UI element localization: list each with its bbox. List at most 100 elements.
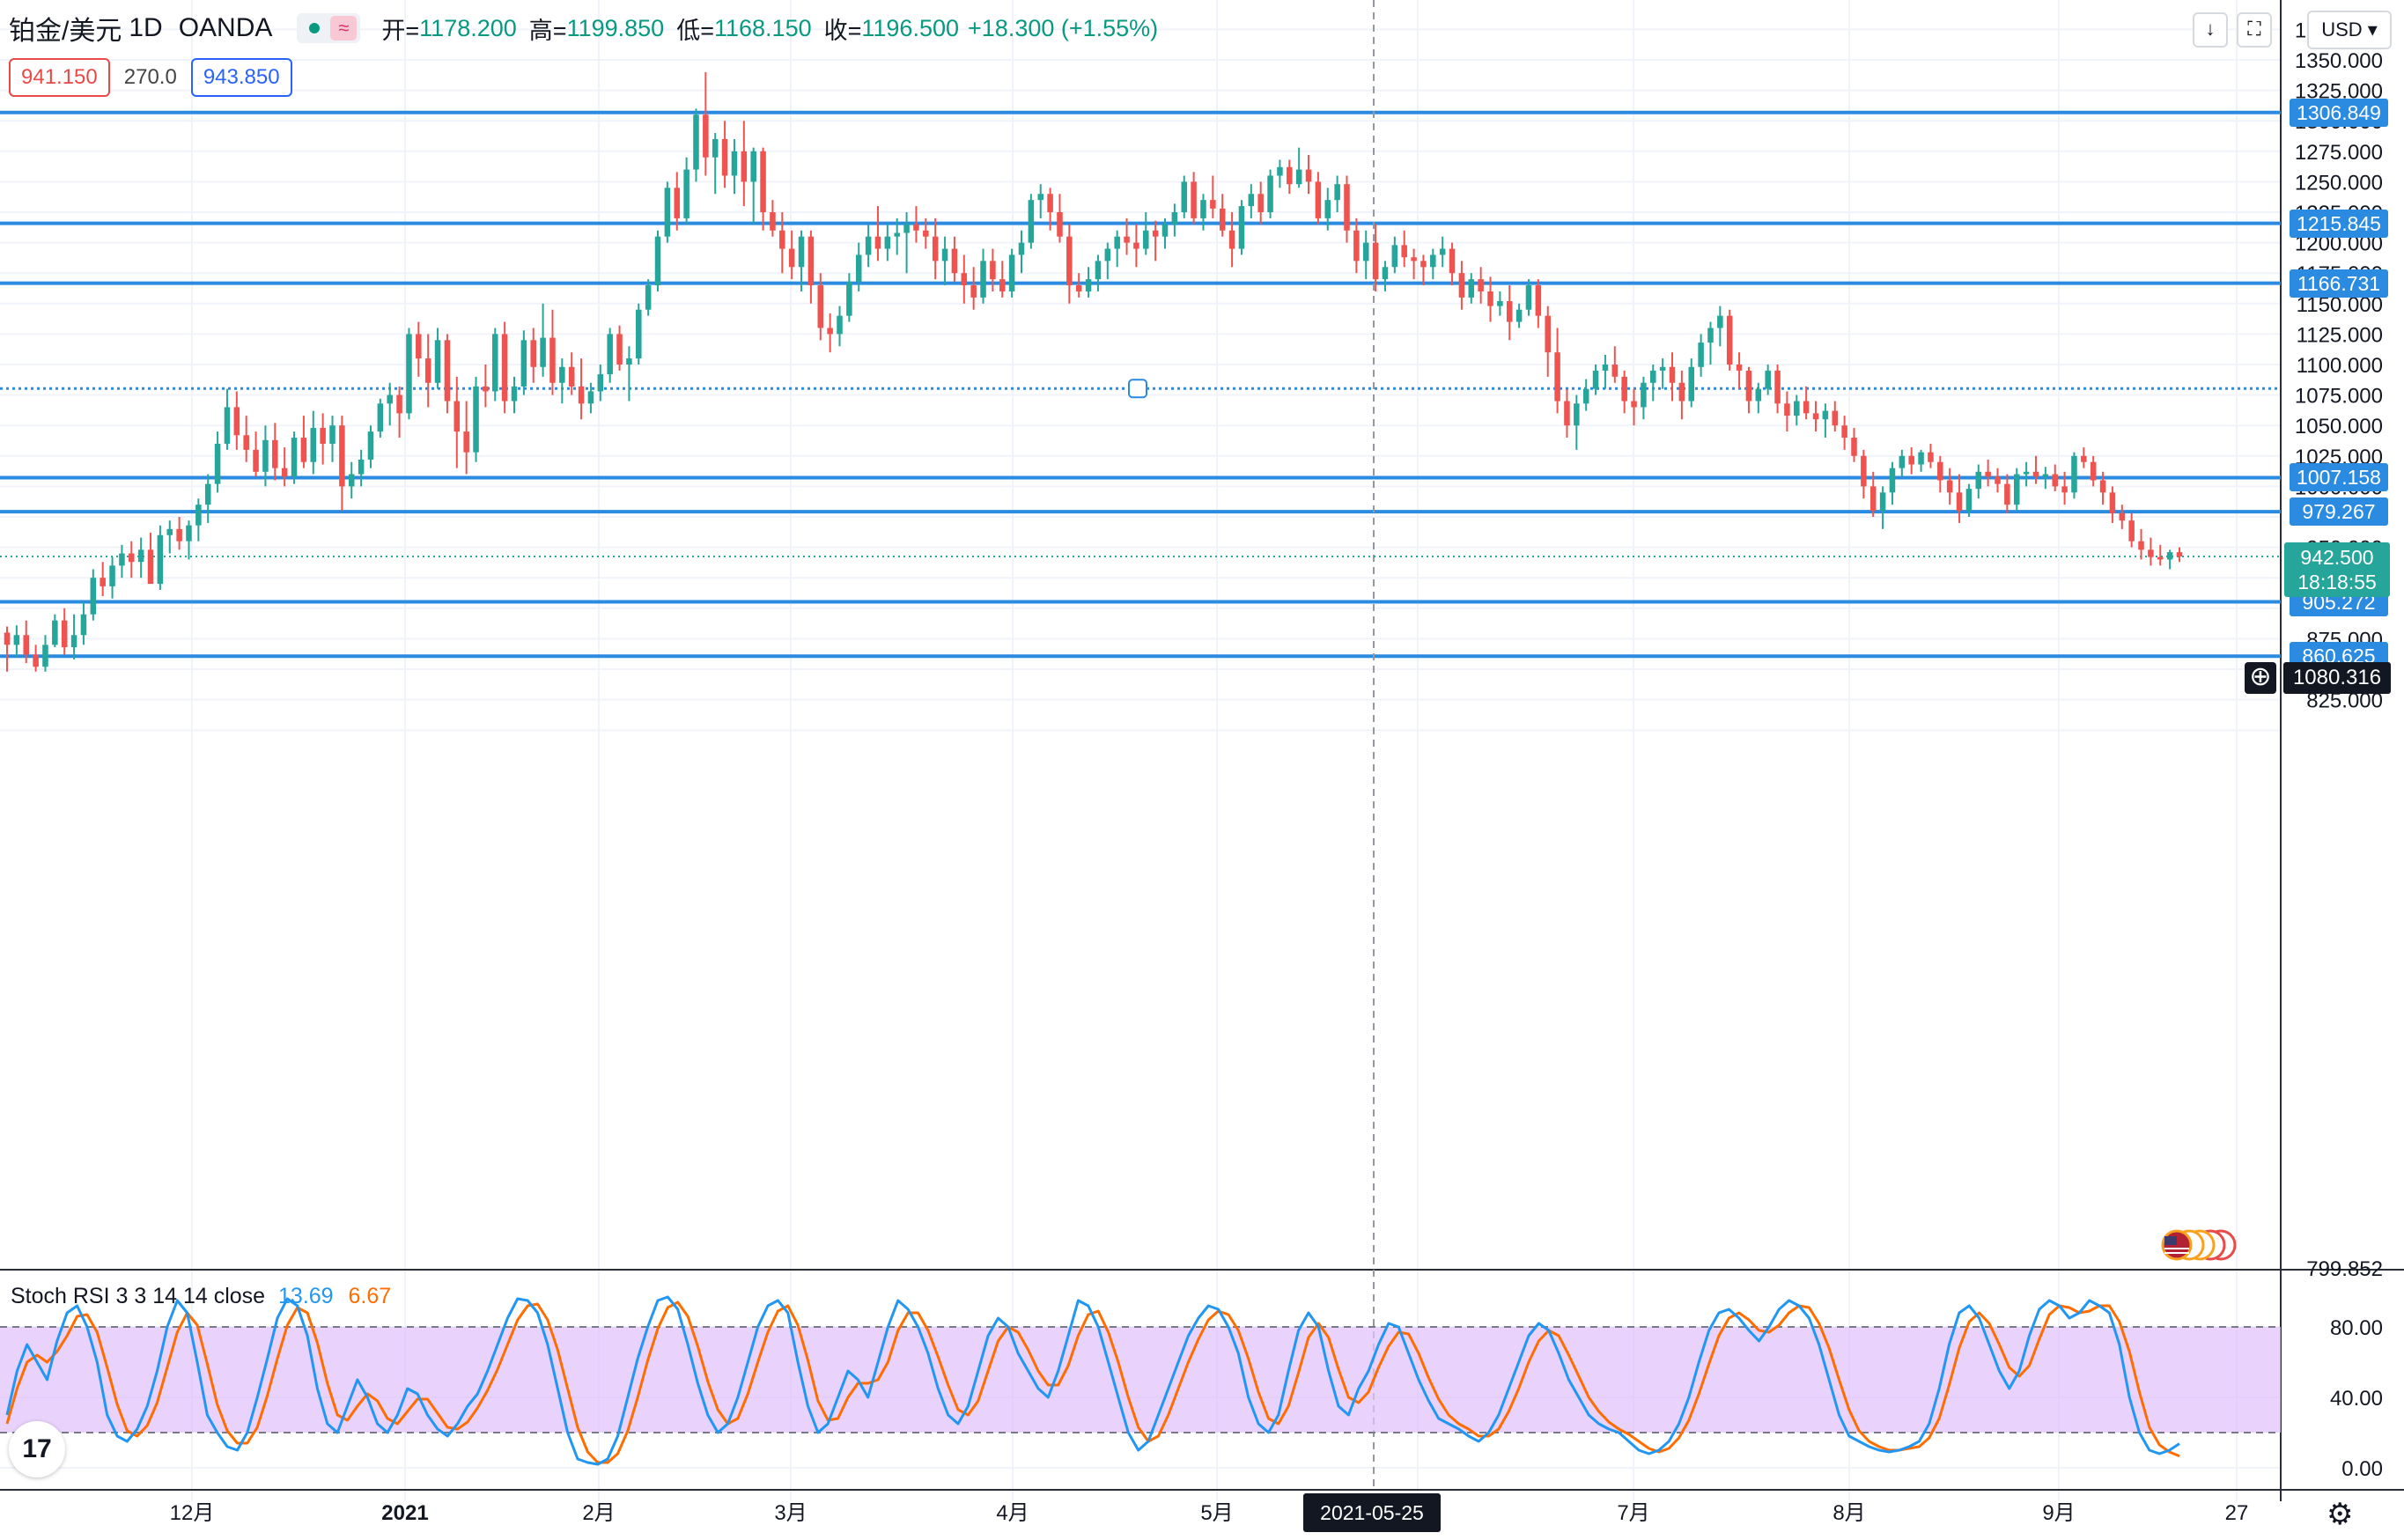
- market-status-icon[interactable]: ≈: [297, 13, 361, 43]
- stoch-rsi-legend[interactable]: Stoch RSI 3 3 14 14 close 13.69 6.67: [11, 1284, 391, 1309]
- candle-body: [1057, 212, 1063, 237]
- candle-body: [1420, 261, 1427, 268]
- candle-body: [1765, 370, 1771, 389]
- candle-body: [1506, 301, 1513, 322]
- sell-price-button[interactable]: 941.150: [9, 58, 110, 97]
- price-tick-label: 1275.000: [2295, 141, 2383, 165]
- bid-ask-spread: 941.150 270.0 943.850: [9, 58, 292, 97]
- candle-body: [1037, 194, 1043, 201]
- open-value: 1178.200: [419, 14, 517, 41]
- candle-body: [1678, 382, 1685, 402]
- fullscreen-icon[interactable]: ⛶: [2237, 12, 2272, 48]
- candle-body: [90, 578, 97, 615]
- candle-body: [568, 366, 575, 387]
- candle-body: [703, 114, 709, 158]
- candle-body: [2157, 556, 2164, 560]
- candle-body: [473, 386, 479, 453]
- candle-body: [1631, 401, 1637, 408]
- stoch-rsi-k-line: [5, 1295, 2180, 1466]
- level-price-label: 979.267: [2290, 497, 2388, 527]
- candle-body: [1219, 208, 1226, 231]
- candle-body: [1535, 285, 1542, 316]
- candle-body: [1832, 410, 1839, 426]
- last-price-label: 942.500 18:18:55: [2284, 542, 2390, 597]
- currency-select[interactable]: USD ▾: [2307, 11, 2392, 49]
- market-open-dot-icon: [309, 23, 321, 33]
- interval-label[interactable]: 1D: [129, 13, 163, 42]
- candle-body: [1918, 452, 1924, 465]
- candle-body: [291, 438, 298, 477]
- candle-body: [1124, 236, 1130, 243]
- candle-body: [2081, 455, 2087, 462]
- candle-body: [530, 340, 536, 367]
- candle-body: [1851, 438, 1857, 456]
- symbol-name[interactable]: 铂金/美元: [9, 17, 122, 46]
- time-tick-label: 12月: [170, 1501, 215, 1525]
- candle-body: [147, 549, 154, 585]
- stoch-rsi-d-line: [5, 1301, 2180, 1464]
- settings-gear-icon[interactable]: ⚙: [2327, 1498, 2354, 1531]
- delayed-data-icon: ≈: [330, 16, 358, 41]
- candle-body: [1238, 206, 1245, 249]
- rsi-tick-label: 40.00: [2330, 1387, 2383, 1411]
- candle-body: [214, 443, 221, 484]
- candle-body: [1822, 410, 1829, 420]
- candle-body: [1334, 184, 1340, 201]
- candle-body: [1582, 388, 1589, 404]
- candle-body: [129, 553, 135, 563]
- candle-body: [1430, 254, 1436, 268]
- candle-body: [1287, 166, 1293, 185]
- candle-body: [367, 431, 374, 460]
- candle-body: [1191, 181, 1197, 218]
- candle-body: [1210, 200, 1216, 209]
- candle-body: [874, 236, 881, 249]
- download-icon[interactable]: ↓: [2193, 12, 2228, 48]
- candle-body: [2109, 492, 2116, 513]
- rsi-tick-label: 80.00: [2330, 1316, 2383, 1340]
- candle-body: [358, 459, 365, 475]
- candle-body: [884, 236, 891, 249]
- candle-body: [1975, 471, 1982, 490]
- candle-body: [779, 230, 785, 249]
- candle-body: [195, 505, 202, 526]
- candle-body: [1468, 279, 1475, 298]
- candle-body: [33, 654, 39, 667]
- symbol-legend: 铂金/美元 1D OANDA ≈ 开= 1178.200 高= 1199.850 低…: [9, 11, 1158, 46]
- candle-body: [2013, 474, 2020, 505]
- candle-body: [329, 425, 336, 444]
- candle-body: [1353, 230, 1360, 262]
- candle-body: [1841, 425, 1847, 438]
- candle-body: [1267, 175, 1273, 212]
- stoch-rsi-d-value: 6.67: [348, 1284, 392, 1308]
- tradingview-logo-icon[interactable]: 17: [9, 1421, 65, 1477]
- candle-body: [1908, 455, 1914, 465]
- candle-body: [463, 431, 469, 453]
- candle-body: [1726, 315, 1733, 365]
- candle-body: [1965, 489, 1973, 512]
- candle-body: [1707, 328, 1714, 343]
- add-alert-plus-icon[interactable]: ⊕: [2245, 662, 2276, 694]
- candle-body: [674, 188, 681, 218]
- economic-events-flags-icon[interactable]: [2157, 1227, 2237, 1263]
- candle-body: [520, 340, 527, 387]
- candle-body: [1085, 279, 1092, 291]
- candle-body: [109, 565, 115, 586]
- price-tick-label: 1125.000: [2297, 323, 2383, 347]
- candle-body: [1641, 382, 1647, 408]
- candle-body: [1228, 230, 1235, 249]
- candle-body: [616, 334, 623, 365]
- candle-body: [23, 635, 29, 655]
- level-price-label: 1007.158: [2290, 463, 2388, 492]
- level-price-label: 1215.845: [2290, 209, 2388, 238]
- candle-body: [2023, 471, 2030, 475]
- candle-body: [1669, 366, 1676, 383]
- candle-body: [664, 188, 671, 237]
- candle-body: [1248, 194, 1255, 207]
- candle-body: [855, 254, 862, 282]
- candle-body: [578, 386, 585, 404]
- candle-body: [166, 528, 173, 535]
- candle-body: [2042, 474, 2049, 477]
- buy-price-button[interactable]: 943.850: [190, 58, 292, 97]
